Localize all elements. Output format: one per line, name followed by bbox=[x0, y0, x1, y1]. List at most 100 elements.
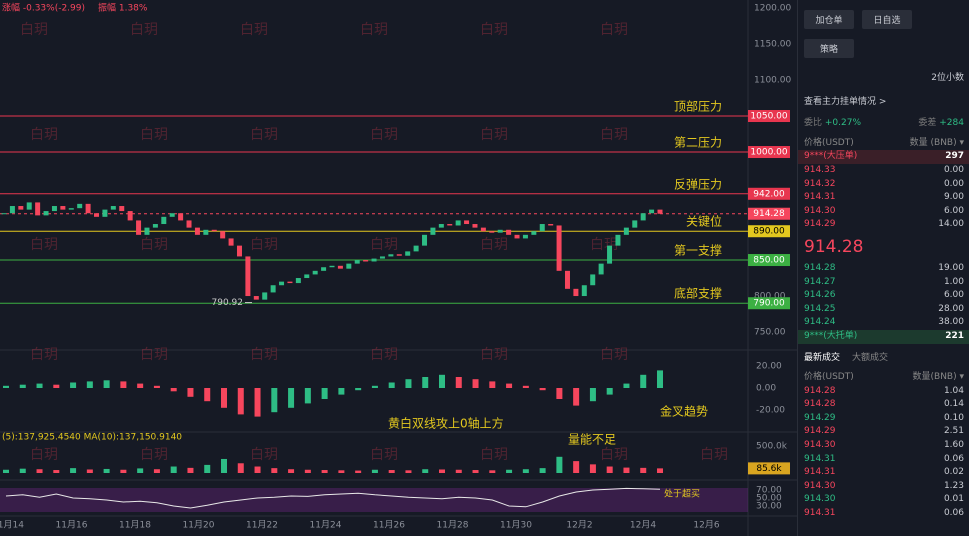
text: 914.28 bbox=[804, 385, 836, 396]
text: 914.24 bbox=[804, 317, 836, 328]
candle bbox=[119, 206, 125, 212]
text: 价格(USDT) bbox=[804, 372, 854, 383]
macd-bar bbox=[321, 388, 328, 399]
text: 38.00 bbox=[938, 317, 964, 328]
level-name: 第一支撑 bbox=[674, 243, 722, 258]
macd-bar bbox=[254, 388, 261, 417]
candle bbox=[556, 225, 562, 271]
level-tag bbox=[748, 254, 790, 267]
text: +0.27% bbox=[824, 118, 862, 129]
level-value: 890.00 bbox=[753, 227, 785, 237]
y-tick-label: 750.00 bbox=[754, 328, 786, 338]
watermark: 白玥 bbox=[20, 22, 48, 38]
text: 914.30 bbox=[804, 440, 836, 451]
macd-bar bbox=[19, 384, 26, 388]
candle bbox=[438, 224, 444, 228]
volume-bar bbox=[321, 470, 328, 473]
volume-bar bbox=[3, 469, 9, 473]
text: 914.25 bbox=[804, 303, 836, 314]
candle bbox=[396, 254, 402, 256]
candle bbox=[405, 251, 411, 256]
candle bbox=[354, 260, 360, 264]
text: 1.04 bbox=[943, 385, 964, 396]
rsi-tick-label: 70.00 bbox=[756, 486, 782, 496]
macd-tick-label: 20.00 bbox=[756, 362, 782, 372]
text: 914.27 bbox=[804, 276, 836, 287]
volume-bar bbox=[304, 469, 311, 473]
watermark: 白玥 bbox=[370, 127, 398, 143]
macd-bar bbox=[221, 388, 227, 408]
text: 1.23 bbox=[943, 480, 964, 491]
candle bbox=[329, 265, 335, 268]
button[interactable]: 策略 bbox=[804, 39, 854, 58]
watermark: 白玥 bbox=[250, 127, 278, 143]
candle bbox=[632, 220, 638, 228]
text: 9***(大托单) bbox=[804, 330, 858, 341]
text: 委差 bbox=[918, 118, 937, 129]
row: 914.30 6.00 bbox=[798, 205, 969, 219]
candle bbox=[522, 234, 528, 239]
row: 914.31 9.00 bbox=[798, 191, 969, 205]
volume-bar bbox=[405, 470, 412, 473]
candle bbox=[640, 213, 646, 221]
volume-bar bbox=[556, 456, 563, 473]
level-value: 790.00 bbox=[753, 299, 785, 309]
x-tick-label: 11月18 bbox=[119, 520, 151, 531]
row: 914.24 38.00 bbox=[798, 316, 969, 330]
candle bbox=[295, 278, 301, 284]
macd-bar bbox=[422, 377, 429, 388]
low-label: 790.92 bbox=[212, 298, 244, 308]
button[interactable]: 日自选 bbox=[862, 10, 912, 29]
y-tick-label: 800.00 bbox=[754, 292, 786, 302]
macd-bar bbox=[573, 388, 580, 406]
candle bbox=[337, 265, 343, 269]
order-panel: 加仓单 日自选策略 2位小数 查看主力挂单情况 > 委比 +0.27% 委差 +284 价格… bbox=[797, 0, 969, 536]
row: 加仓单 日自选策略 bbox=[798, 0, 969, 58]
candle bbox=[161, 216, 167, 225]
button[interactable]: 加仓单 bbox=[804, 10, 854, 29]
row: 914.30 6.00 bbox=[798, 205, 969, 219]
candle bbox=[497, 229, 503, 233]
candle bbox=[388, 254, 394, 257]
volume-current: 85.6k bbox=[756, 464, 782, 474]
macd-bar bbox=[53, 384, 60, 388]
macd-bar bbox=[522, 385, 529, 388]
watermark: 白玥 bbox=[600, 447, 628, 463]
text: 914.29 bbox=[804, 412, 836, 423]
macd-bar bbox=[606, 388, 613, 395]
candle bbox=[1, 213, 7, 215]
volume-bar bbox=[170, 466, 177, 473]
text: 数量 (BNB) ▾ bbox=[909, 137, 964, 148]
text: 914.31 bbox=[804, 192, 836, 203]
text: 914.30 bbox=[804, 205, 836, 216]
row: 914.28 1.04 bbox=[798, 385, 969, 399]
candle bbox=[623, 227, 629, 235]
macd-annotation: 黄白双线攻上0轴上方 bbox=[388, 416, 504, 431]
candle bbox=[94, 213, 100, 217]
level-tag bbox=[748, 225, 790, 238]
row: 914.30 1.60 bbox=[798, 439, 969, 453]
volume-bar bbox=[489, 470, 496, 473]
y-tick-label: 1100.00 bbox=[754, 76, 791, 86]
volume-bar bbox=[338, 470, 345, 473]
volume-bar bbox=[623, 467, 630, 473]
text: 查看主力挂单情况 > bbox=[804, 96, 887, 107]
watermark: 白玥 bbox=[590, 237, 618, 253]
x-tick-label: 11月28 bbox=[437, 520, 469, 531]
candle bbox=[531, 231, 537, 235]
row: 914.28 19.00 bbox=[798, 262, 969, 276]
level-value: 1000.00 bbox=[750, 148, 787, 158]
text: 914.28 bbox=[804, 262, 836, 273]
row: 914.33 0.00 bbox=[798, 164, 969, 178]
candle bbox=[371, 258, 377, 262]
row: 914.31 0.06 bbox=[798, 507, 969, 521]
text: 0.10 bbox=[943, 412, 964, 423]
row: 914.33 0.00 bbox=[798, 164, 969, 178]
candle bbox=[26, 202, 32, 210]
watermark: 白玥 bbox=[600, 22, 628, 38]
text: 9***(大压单) bbox=[804, 151, 858, 162]
row: 914.26 6.00 bbox=[798, 289, 969, 303]
text: 最新成交 bbox=[804, 352, 841, 363]
row: 914.31 0.02 bbox=[798, 466, 969, 480]
text: 914.26 bbox=[804, 290, 836, 301]
